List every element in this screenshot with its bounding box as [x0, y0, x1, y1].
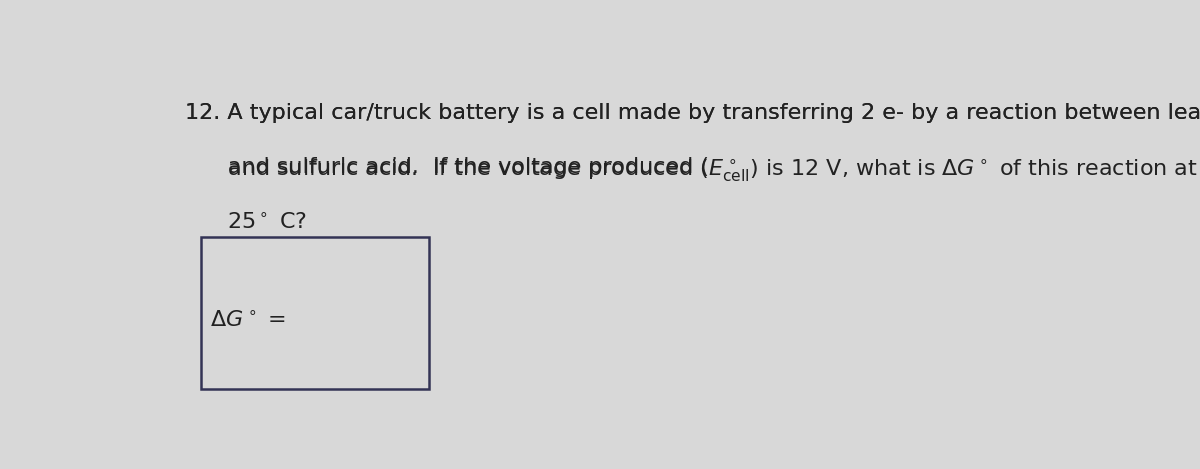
Text: and sulfuric acid.  If the voltage produced ($E^\circ_{\mathrm{cell}}$) is 12 V,: and sulfuric acid. If the voltage produc… [185, 158, 1198, 184]
Text: $\Delta G^\circ$ =: $\Delta G^\circ$ = [210, 310, 286, 330]
Text: 25$^\circ$ C?: 25$^\circ$ C? [185, 212, 307, 232]
Text: 12. A typical car/truck battery is a cell made by transferring 2 e- by a reactio: 12. A typical car/truck battery is a cel… [185, 103, 1200, 123]
Text: and sulfuric acid.  If the voltage produced (: and sulfuric acid. If the voltage produc… [185, 158, 709, 177]
Text: 12. A typical car/truck battery is a cell made by transferring 2 e- by a reactio: 12. A typical car/truck battery is a cel… [185, 103, 1200, 123]
